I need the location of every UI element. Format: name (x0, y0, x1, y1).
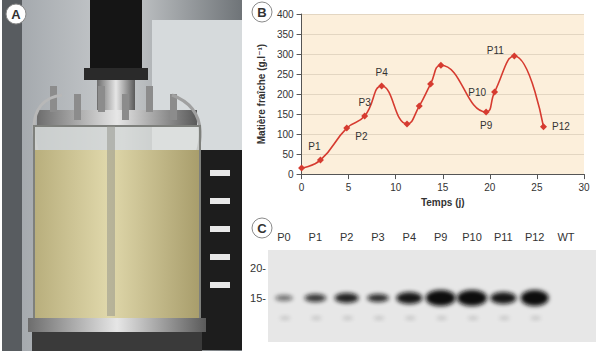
svg-text:15: 15 (437, 182, 449, 193)
svg-text:P2: P2 (340, 231, 353, 243)
svg-text:P11: P11 (494, 231, 513, 243)
svg-text:P10: P10 (468, 87, 486, 98)
svg-text:100: 100 (277, 129, 294, 140)
svg-text:A: A (11, 7, 21, 22)
svg-text:P4: P4 (375, 67, 388, 78)
svg-text:250: 250 (277, 69, 294, 80)
svg-text:350: 350 (277, 29, 294, 40)
svg-text:C: C (257, 221, 267, 236)
svg-text:P11: P11 (487, 45, 504, 56)
svg-text:P3: P3 (371, 231, 384, 243)
svg-text:P4: P4 (403, 231, 416, 243)
svg-text:25: 25 (531, 182, 543, 193)
svg-text:300: 300 (277, 49, 294, 60)
svg-text:P12: P12 (552, 121, 570, 132)
svg-text:50: 50 (282, 149, 294, 160)
svg-text:P1: P1 (308, 141, 321, 152)
svg-text:P9: P9 (434, 231, 447, 243)
svg-text:150: 150 (277, 109, 294, 120)
svg-text:P2: P2 (355, 131, 368, 142)
svg-text:B: B (257, 5, 266, 20)
svg-text:WT: WT (557, 231, 574, 243)
svg-text:P9: P9 (480, 120, 493, 131)
svg-text:20: 20 (484, 182, 496, 193)
svg-text:20-: 20- (250, 262, 266, 274)
svg-text:P12: P12 (525, 231, 545, 243)
svg-text:0: 0 (288, 169, 294, 180)
svg-text:P10: P10 (462, 231, 482, 243)
svg-text:P3: P3 (359, 97, 372, 108)
svg-text:15-: 15- (250, 292, 266, 304)
svg-text:10: 10 (390, 182, 402, 193)
svg-text:Matière fraîche (g.l⁻¹): Matière fraîche (g.l⁻¹) (256, 44, 267, 144)
svg-text:0: 0 (299, 182, 305, 193)
svg-text:Temps (j): Temps (j) (421, 197, 465, 208)
svg-text:5: 5 (346, 182, 352, 193)
svg-text:400: 400 (277, 9, 294, 20)
svg-text:200: 200 (277, 89, 294, 100)
svg-text:P0: P0 (277, 231, 290, 243)
svg-text:30: 30 (578, 182, 590, 193)
svg-text:P1: P1 (309, 231, 322, 243)
